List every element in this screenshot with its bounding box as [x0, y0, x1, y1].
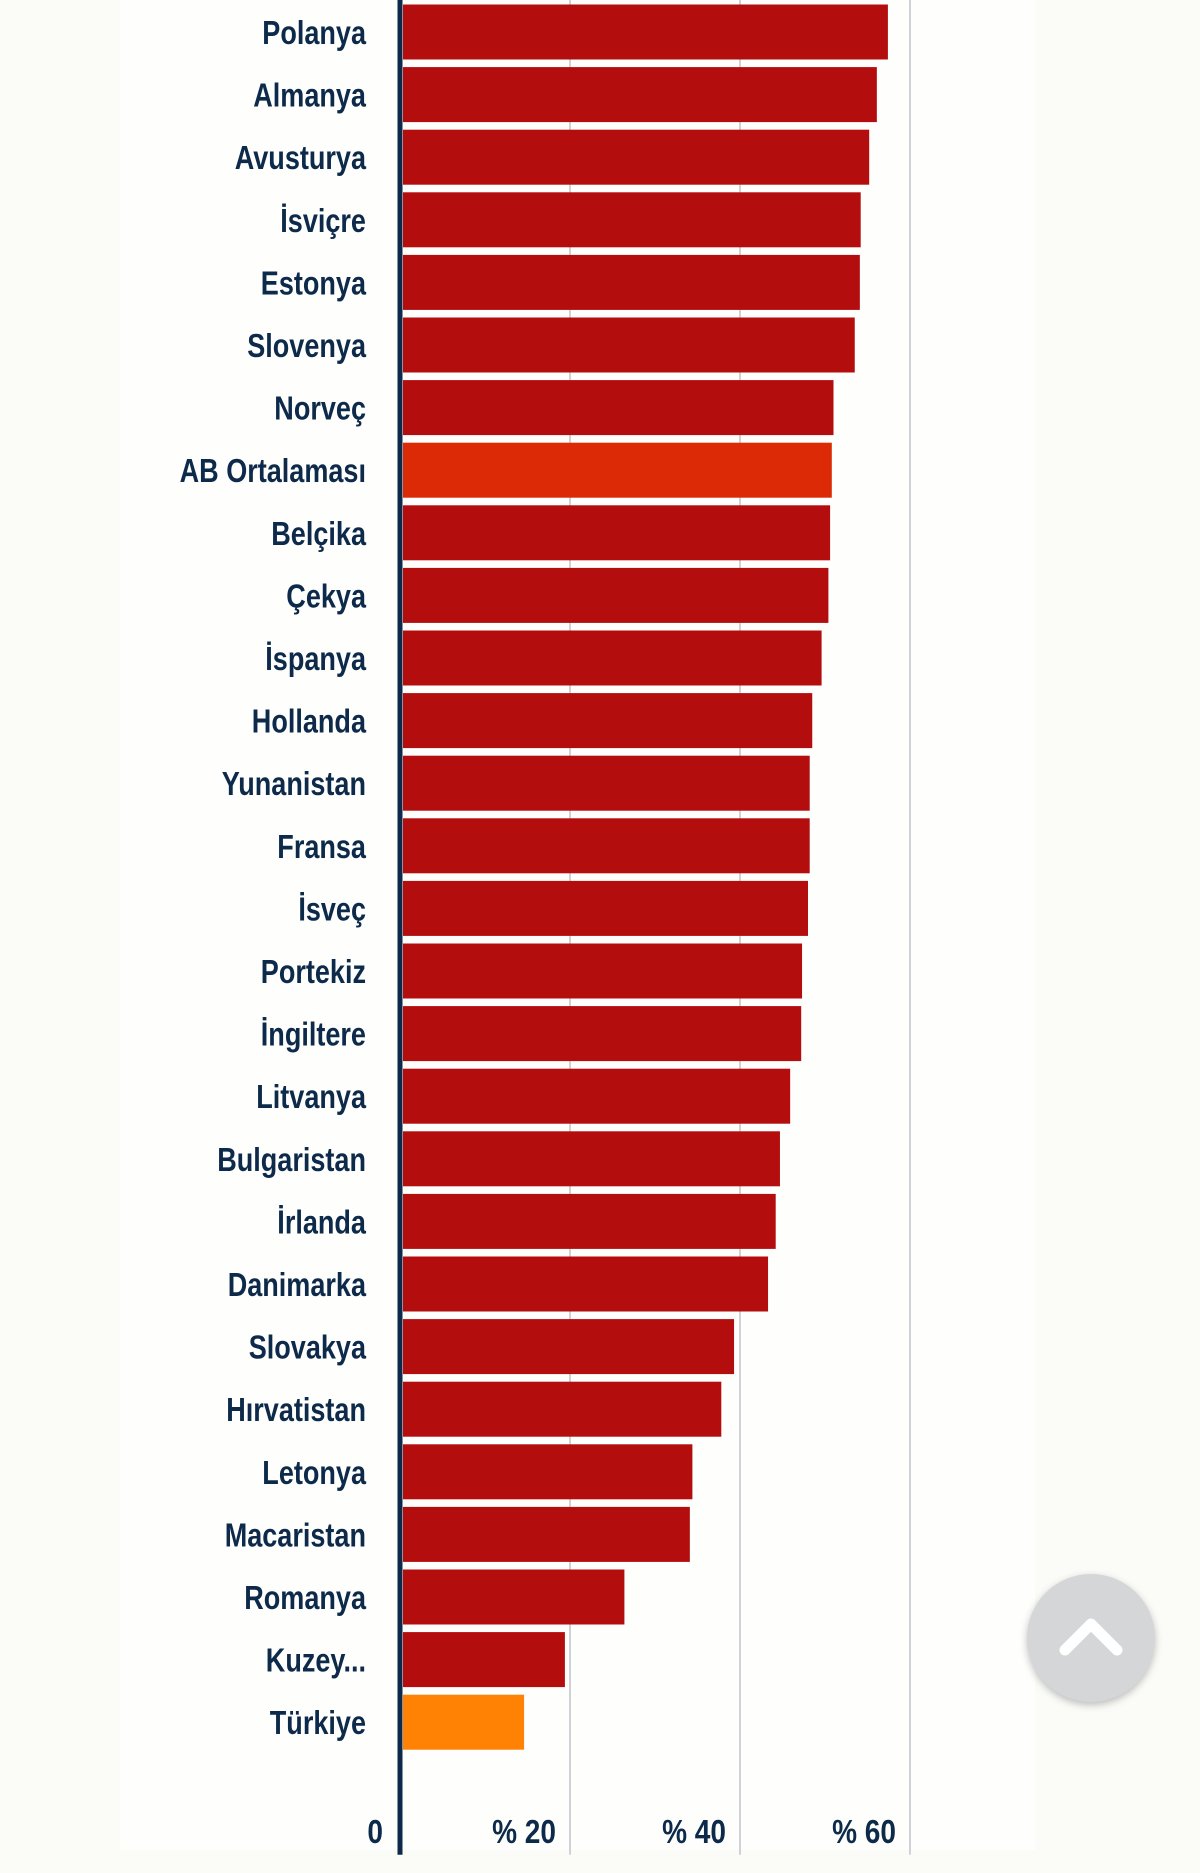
bar-11: [403, 693, 813, 749]
category-label: Slovenya: [247, 329, 366, 365]
bar-16: [403, 1006, 802, 1062]
bar-3: [403, 192, 861, 248]
bar-23: [403, 1444, 693, 1500]
category-label: Estonya: [261, 266, 366, 302]
category-label: Portekiz: [261, 955, 366, 991]
bar-7: [403, 442, 832, 498]
category-label: Türkiye: [270, 1706, 366, 1742]
category-label: Danimarka: [228, 1268, 366, 1304]
bar-8: [403, 505, 831, 561]
category-label: Kuzey...: [266, 1643, 366, 1679]
category-label: Belçika: [271, 516, 366, 552]
bar-2: [403, 129, 870, 185]
category-label: Çekya: [286, 579, 366, 615]
scroll-to-top-button[interactable]: [1027, 1574, 1155, 1702]
category-label: Letonya: [262, 1455, 366, 1491]
x-tick-label: % 20: [492, 1814, 556, 1851]
bar-4: [403, 254, 860, 310]
bar-1: [403, 67, 877, 123]
bar-19: [403, 1193, 776, 1249]
category-label: İsveç: [298, 892, 366, 928]
category-label: Bulgaristan: [217, 1142, 366, 1178]
bar-17: [403, 1068, 791, 1124]
category-label: Slovakya: [249, 1330, 366, 1366]
category-label: İngiltere: [261, 1017, 366, 1053]
category-label: Avusturya: [235, 141, 366, 177]
bar-22: [403, 1381, 722, 1437]
category-label: Romanya: [244, 1581, 366, 1617]
category-label: İrlanda: [277, 1205, 366, 1241]
bar-15: [403, 943, 803, 999]
category-label: İsviçre: [280, 203, 366, 239]
bar-12: [403, 755, 810, 811]
category-label: Yunanistan: [222, 767, 366, 803]
bar-26: [403, 1632, 565, 1688]
bar-18: [403, 1131, 780, 1187]
x-tick-label: 0: [367, 1814, 383, 1851]
bar-27: [403, 1694, 525, 1750]
bar-25: [403, 1569, 625, 1625]
category-label: Hırvatistan: [226, 1393, 366, 1429]
bar-5: [403, 317, 855, 373]
bar-21: [403, 1319, 735, 1375]
bar-20: [403, 1256, 769, 1312]
bar-0: [403, 4, 888, 60]
category-label: Almanya: [253, 78, 366, 114]
category-label: AB Ortalaması: [180, 454, 366, 490]
bar-13: [403, 818, 810, 874]
category-label: Macaristan: [225, 1518, 366, 1554]
x-tick-label: % 60: [832, 1814, 896, 1851]
bar-6: [403, 380, 834, 436]
bar-9: [403, 567, 829, 623]
category-label: Polanya: [262, 16, 366, 52]
bar-14: [403, 880, 808, 936]
bar-10: [403, 630, 822, 686]
category-label: Litvanya: [256, 1080, 366, 1116]
bar-24: [403, 1506, 690, 1562]
category-label: İspanya: [265, 642, 366, 678]
category-label: Fransa: [277, 829, 366, 865]
category-label: Norveç: [274, 391, 366, 427]
x-tick-label: % 40: [662, 1814, 726, 1851]
chevron-up-icon: [1059, 1618, 1123, 1656]
category-label: Hollanda: [252, 704, 366, 740]
